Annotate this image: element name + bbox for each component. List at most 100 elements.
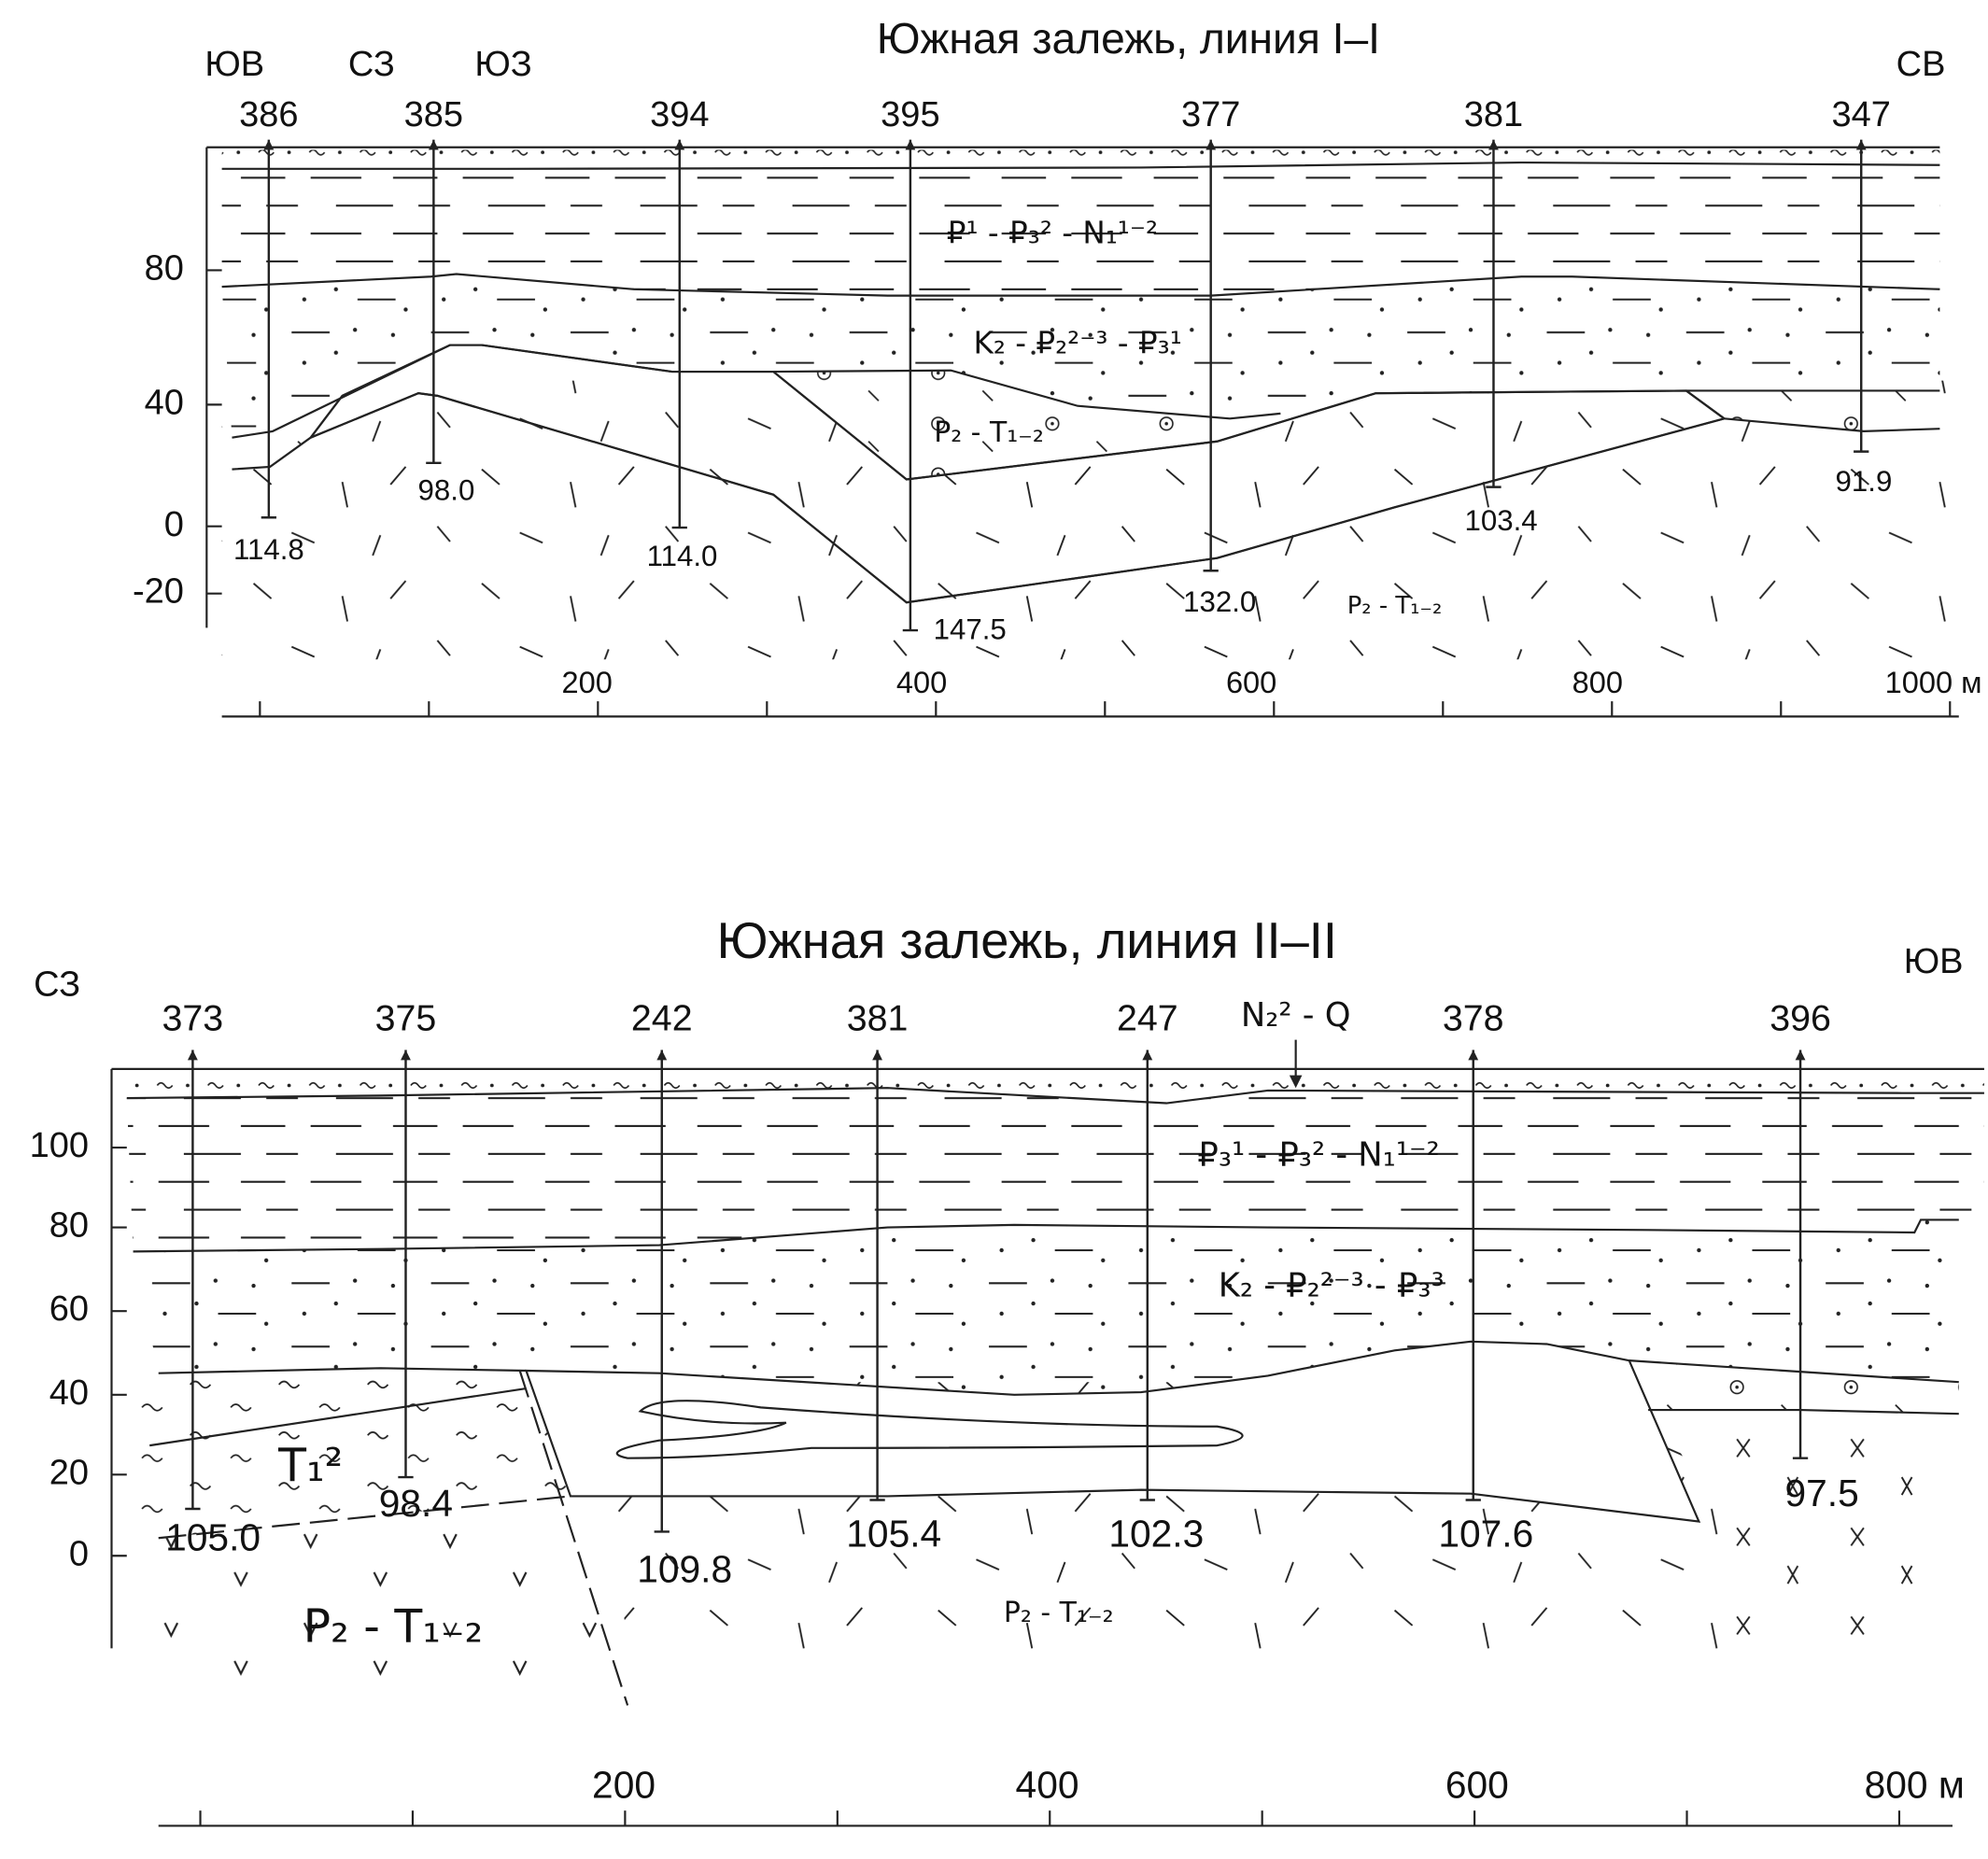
- well-id: 394: [650, 95, 709, 134]
- well-id: 377: [1181, 95, 1240, 134]
- sand-layer: [221, 274, 1940, 438]
- well-id: 247: [1117, 998, 1178, 1039]
- fault: [518, 1370, 629, 1706]
- depth-label: 100: [30, 1126, 89, 1165]
- direction-label: СЗ: [34, 965, 80, 1005]
- depth-label: 40: [145, 383, 184, 422]
- lens: [615, 1400, 1244, 1459]
- well-depth: 105.4: [846, 1513, 941, 1556]
- well-arrow: [1855, 139, 1867, 150]
- sand-lens: [232, 395, 343, 470]
- well-arrow: [1468, 1049, 1479, 1061]
- distance-label: 600: [1445, 1763, 1509, 1806]
- well-arrow: [1142, 1049, 1153, 1061]
- direction-label: ЮЗ: [474, 45, 531, 84]
- surface-layer: [221, 149, 1940, 169]
- direction-label: СЗ: [348, 45, 395, 84]
- boundary: [149, 1387, 527, 1447]
- well-id: 395: [881, 95, 939, 134]
- hatched-layer: [526, 1341, 1699, 1522]
- formation-label: P₂ - T₁₋₂: [303, 1599, 484, 1653]
- well-depth: 107.6: [1438, 1513, 1533, 1556]
- well-arrow: [1795, 1049, 1806, 1061]
- well-id: 381: [1464, 95, 1523, 134]
- well-depth: 102.3: [1108, 1513, 1204, 1556]
- direction-label: ЮВ: [204, 45, 264, 84]
- well-depth: 103.4: [1465, 504, 1538, 537]
- well-depth: 105.0: [165, 1516, 261, 1559]
- formation-label: P₂ - T₁₋₂: [1347, 592, 1443, 620]
- distance-label: 200: [592, 1763, 656, 1806]
- formation-label: P₂ - T₁₋₂: [1004, 1597, 1114, 1629]
- section-title: Южная залежь, линия I–I: [877, 14, 1380, 63]
- well-id: 242: [631, 998, 693, 1039]
- well-arrow: [1488, 139, 1499, 150]
- well-id: 373: [162, 998, 224, 1039]
- depth-label: 20: [49, 1453, 89, 1492]
- volcanic: [126, 1496, 628, 1706]
- sand-lens: [773, 370, 1281, 480]
- distance-label: 400: [896, 666, 947, 699]
- depth-label: 80: [145, 249, 184, 289]
- depth-label: -20: [133, 572, 184, 612]
- depth-label: 80: [49, 1206, 89, 1246]
- boundary-dashed: [158, 1495, 571, 1540]
- well-arrow: [428, 139, 439, 150]
- well-id: 378: [1443, 998, 1504, 1039]
- well-id: 381: [847, 998, 909, 1039]
- well-id: 386: [239, 95, 298, 134]
- triassic: [126, 1371, 571, 1539]
- well-depth: 98.0: [418, 473, 475, 506]
- well-arrow: [656, 1049, 668, 1061]
- well-depth: 98.4: [379, 1482, 453, 1525]
- section-title: Южная залежь, линия II–II: [717, 912, 1337, 969]
- depth-label: 60: [49, 1289, 89, 1329]
- distance-label: 600: [1226, 666, 1276, 699]
- sand-lens: [1628, 1360, 1959, 1415]
- well-depth: 97.5: [1784, 1472, 1858, 1514]
- hatched-layer: [524, 1340, 1701, 1523]
- direction-label: СВ: [1896, 45, 1946, 84]
- well-arrow: [1205, 139, 1217, 150]
- formation-label: T₁²: [277, 1439, 343, 1492]
- well-arrow: [905, 139, 916, 150]
- formation-label: ₽₃¹ - ₽₃² - N₁¹⁻²: [1197, 1136, 1439, 1175]
- well-arrow: [872, 1049, 883, 1061]
- section-2-geology: [110, 1039, 1984, 1827]
- well-depth: 109.8: [637, 1548, 732, 1591]
- depth-label: 40: [49, 1373, 89, 1413]
- formation-label: K₂ - ₽₂²⁻³ - ₽₃¹: [973, 326, 1181, 361]
- boundary: [158, 1367, 527, 1374]
- well-arrow: [263, 139, 275, 150]
- well-depth: 114.8: [233, 533, 304, 566]
- boundary: [133, 1218, 1959, 1253]
- distance-label: 800 м: [1865, 1763, 1965, 1806]
- well-depth: 132.0: [1183, 585, 1256, 618]
- well-depth: 91.9: [1836, 465, 1893, 498]
- formation-label: N₂² - Q: [1241, 996, 1351, 1035]
- clay-layer: [126, 1088, 1984, 1252]
- boundary: [773, 369, 1281, 420]
- surface-layer: [126, 1071, 1984, 1104]
- formation-label: P₂ - T₁₋₂: [934, 416, 1044, 449]
- depth-label: 0: [69, 1534, 89, 1573]
- well-arrow: [187, 1049, 198, 1061]
- distance-label: 1000 м: [1885, 666, 1982, 699]
- formation-label: K₂ - ₽₂²⁻³ - ₽₃³: [1219, 1266, 1445, 1304]
- boundary: [221, 161, 1940, 170]
- boundary: [1628, 1359, 1959, 1384]
- direction-label: ЮВ: [1904, 942, 1964, 981]
- well-arrow: [674, 139, 685, 150]
- well-depth: 114.0: [647, 540, 718, 572]
- boundary: [1724, 417, 1940, 432]
- section-1-geology: [205, 146, 1959, 718]
- annotation-arrowhead: [1289, 1075, 1303, 1089]
- well-id: 375: [375, 998, 437, 1039]
- well-depth: 147.5: [934, 613, 1007, 646]
- sand-lens: [1685, 390, 1940, 431]
- boundary: [232, 436, 312, 471]
- boundary: [126, 1087, 1984, 1105]
- distance-label: 800: [1572, 666, 1623, 699]
